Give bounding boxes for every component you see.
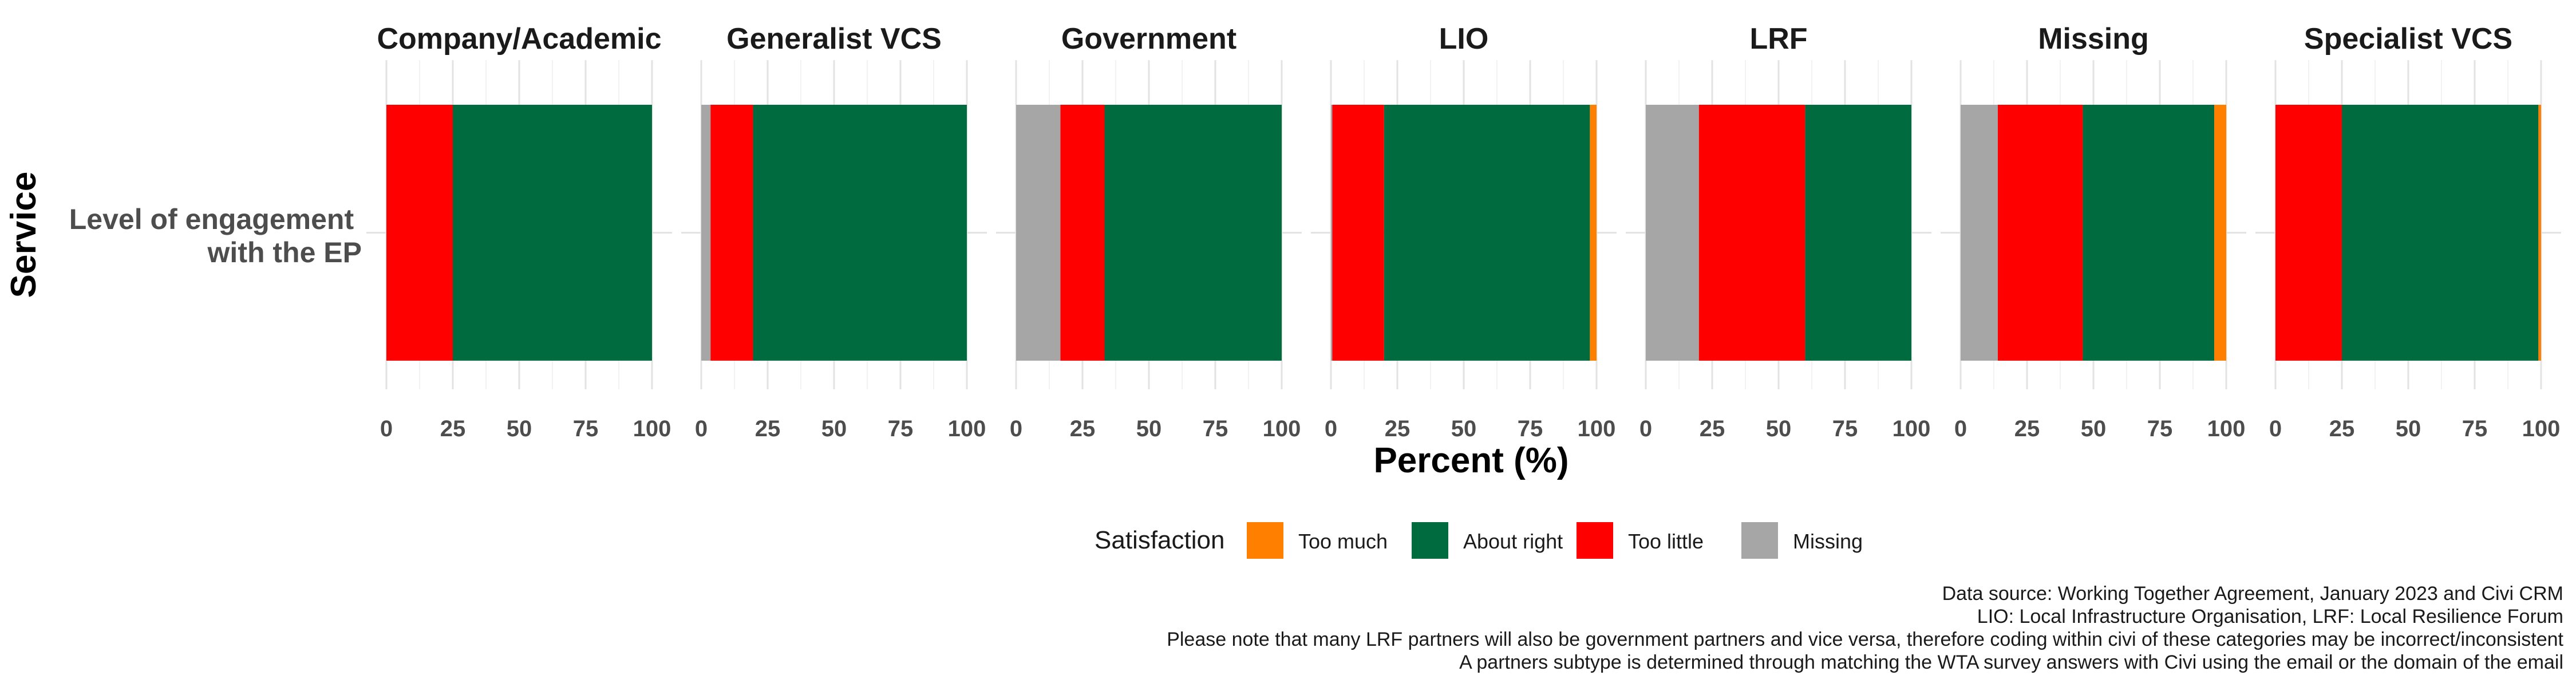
- facet-strip-label: Company/Academic: [377, 22, 661, 56]
- y-axis-title: Service: [4, 172, 44, 298]
- facet-strip-label: Government: [1061, 22, 1236, 56]
- x-tick-label: 75: [888, 416, 914, 441]
- legend-label: Too little: [1628, 530, 1704, 553]
- x-tick-label: 25: [1700, 416, 1725, 441]
- caption-line: A partners subtype is determined through…: [1459, 652, 2563, 673]
- x-tick-label: 50: [507, 416, 532, 441]
- legend-key: [1741, 522, 1778, 559]
- x-tick-label: 50: [2081, 416, 2107, 441]
- x-tick-label: 100: [633, 416, 671, 441]
- x-tick-label: 25: [2014, 416, 2040, 441]
- facet-panel: Company/Academic 0 25 50 75 100: [366, 22, 672, 441]
- bar-segment: [386, 105, 453, 361]
- x-tick-label: 50: [821, 416, 847, 441]
- bar-segment: [1104, 105, 1282, 361]
- x-tick-label: 100: [1578, 416, 1616, 441]
- legend-label: Too much: [1298, 530, 1388, 553]
- x-tick-label: 50: [1451, 416, 1477, 441]
- facet-panel: Generalist VCS 0 25 50 75 100: [681, 22, 987, 441]
- facet-panel: Specialist VCS 0 25 50 75 100: [2255, 22, 2561, 441]
- x-tick-label: 100: [1893, 416, 1931, 441]
- bar-segment: [2275, 105, 2342, 361]
- legend-key: [1247, 522, 1283, 559]
- legend-key: [1577, 522, 1613, 559]
- x-axis-title: Percent (%): [1373, 441, 1568, 480]
- caption-line: LIO: Local Infrastructure Organisation, …: [1977, 606, 2563, 627]
- facet-strip-label: Generalist VCS: [726, 22, 942, 56]
- bar-segment: [2214, 105, 2226, 361]
- bar-segment: [701, 105, 711, 361]
- x-tick-label: 75: [573, 416, 599, 441]
- x-tick-label: 25: [1070, 416, 1096, 441]
- legend-label: About right: [1463, 530, 1563, 553]
- bar-segment: [1016, 105, 1061, 361]
- facet-panel: Missing 0 25 50 75 100: [1941, 22, 2246, 441]
- x-tick-label: 100: [948, 416, 986, 441]
- caption: Data source: Working Together Agreement,…: [1167, 583, 2563, 673]
- facet-panel: LRF 0 25 50 75 100: [1626, 22, 1931, 441]
- bar-segment: [1590, 105, 1597, 361]
- bar-segment: [453, 105, 652, 361]
- bar-segment: [1332, 105, 1384, 361]
- facet-panel: LIO 0 25 50 75 100: [1311, 22, 1617, 441]
- facet-strip-label: LRF: [1749, 22, 1807, 56]
- bar-segment: [2342, 105, 2539, 361]
- legend: Satisfaction Too much About right Too litt…: [1095, 522, 1863, 559]
- facet-strip-label: Specialist VCS: [2304, 22, 2512, 56]
- x-tick-label: 0: [1010, 416, 1022, 441]
- x-tick-label: 0: [1639, 416, 1652, 441]
- bar-segment: [1060, 105, 1105, 361]
- x-tick-label: 100: [2207, 416, 2246, 441]
- x-tick-label: 25: [1385, 416, 1411, 441]
- x-tick-label: 25: [755, 416, 781, 441]
- caption-line: Data source: Working Together Agreement,…: [1942, 583, 2563, 605]
- bar-segment: [1331, 105, 1333, 361]
- legend-label: Missing: [1793, 530, 1863, 553]
- facet-panel: Government 0 25 50 75 100: [996, 22, 1302, 441]
- x-tick-label: 75: [2462, 416, 2488, 441]
- y-tick-label: Level of engagement with the EP: [69, 203, 362, 269]
- x-tick-label: 0: [2269, 416, 2282, 441]
- facet-strip-label: LIO: [1439, 22, 1489, 56]
- x-tick-label: 0: [1954, 416, 1967, 441]
- x-tick-label: 100: [2522, 416, 2561, 441]
- x-tick-label: 50: [2396, 416, 2421, 441]
- bar-segment: [1997, 105, 2083, 361]
- bar-segment: [753, 105, 967, 361]
- x-tick-label: 50: [1136, 416, 1162, 441]
- caption-line: Please note that many LRF partners will …: [1167, 629, 2563, 650]
- x-tick-label: 0: [380, 416, 393, 441]
- bar-segment: [2538, 105, 2541, 361]
- bar-segment: [710, 105, 753, 361]
- x-tick-label: 75: [2147, 416, 2173, 441]
- bar-segment: [1805, 105, 1911, 361]
- bar-segment: [2083, 105, 2215, 361]
- x-tick-label: 25: [2329, 416, 2355, 441]
- x-tick-label: 25: [440, 416, 466, 441]
- x-tick-label: 100: [1263, 416, 1301, 441]
- x-tick-label: 75: [1203, 416, 1228, 441]
- bar-segment: [1698, 105, 1805, 361]
- bar-segment: [1384, 105, 1590, 361]
- bar-segment: [1961, 105, 1998, 361]
- x-tick-label: 0: [695, 416, 708, 441]
- legend-key: [1412, 522, 1448, 559]
- x-tick-label: 75: [1518, 416, 1543, 441]
- x-tick-label: 75: [1832, 416, 1858, 441]
- x-tick-label: 50: [1766, 416, 1792, 441]
- bar-segment: [1646, 105, 1699, 361]
- legend-title: Satisfaction: [1095, 526, 1224, 554]
- facet-strip-label: Missing: [2038, 22, 2149, 56]
- x-tick-label: 0: [1325, 416, 1337, 441]
